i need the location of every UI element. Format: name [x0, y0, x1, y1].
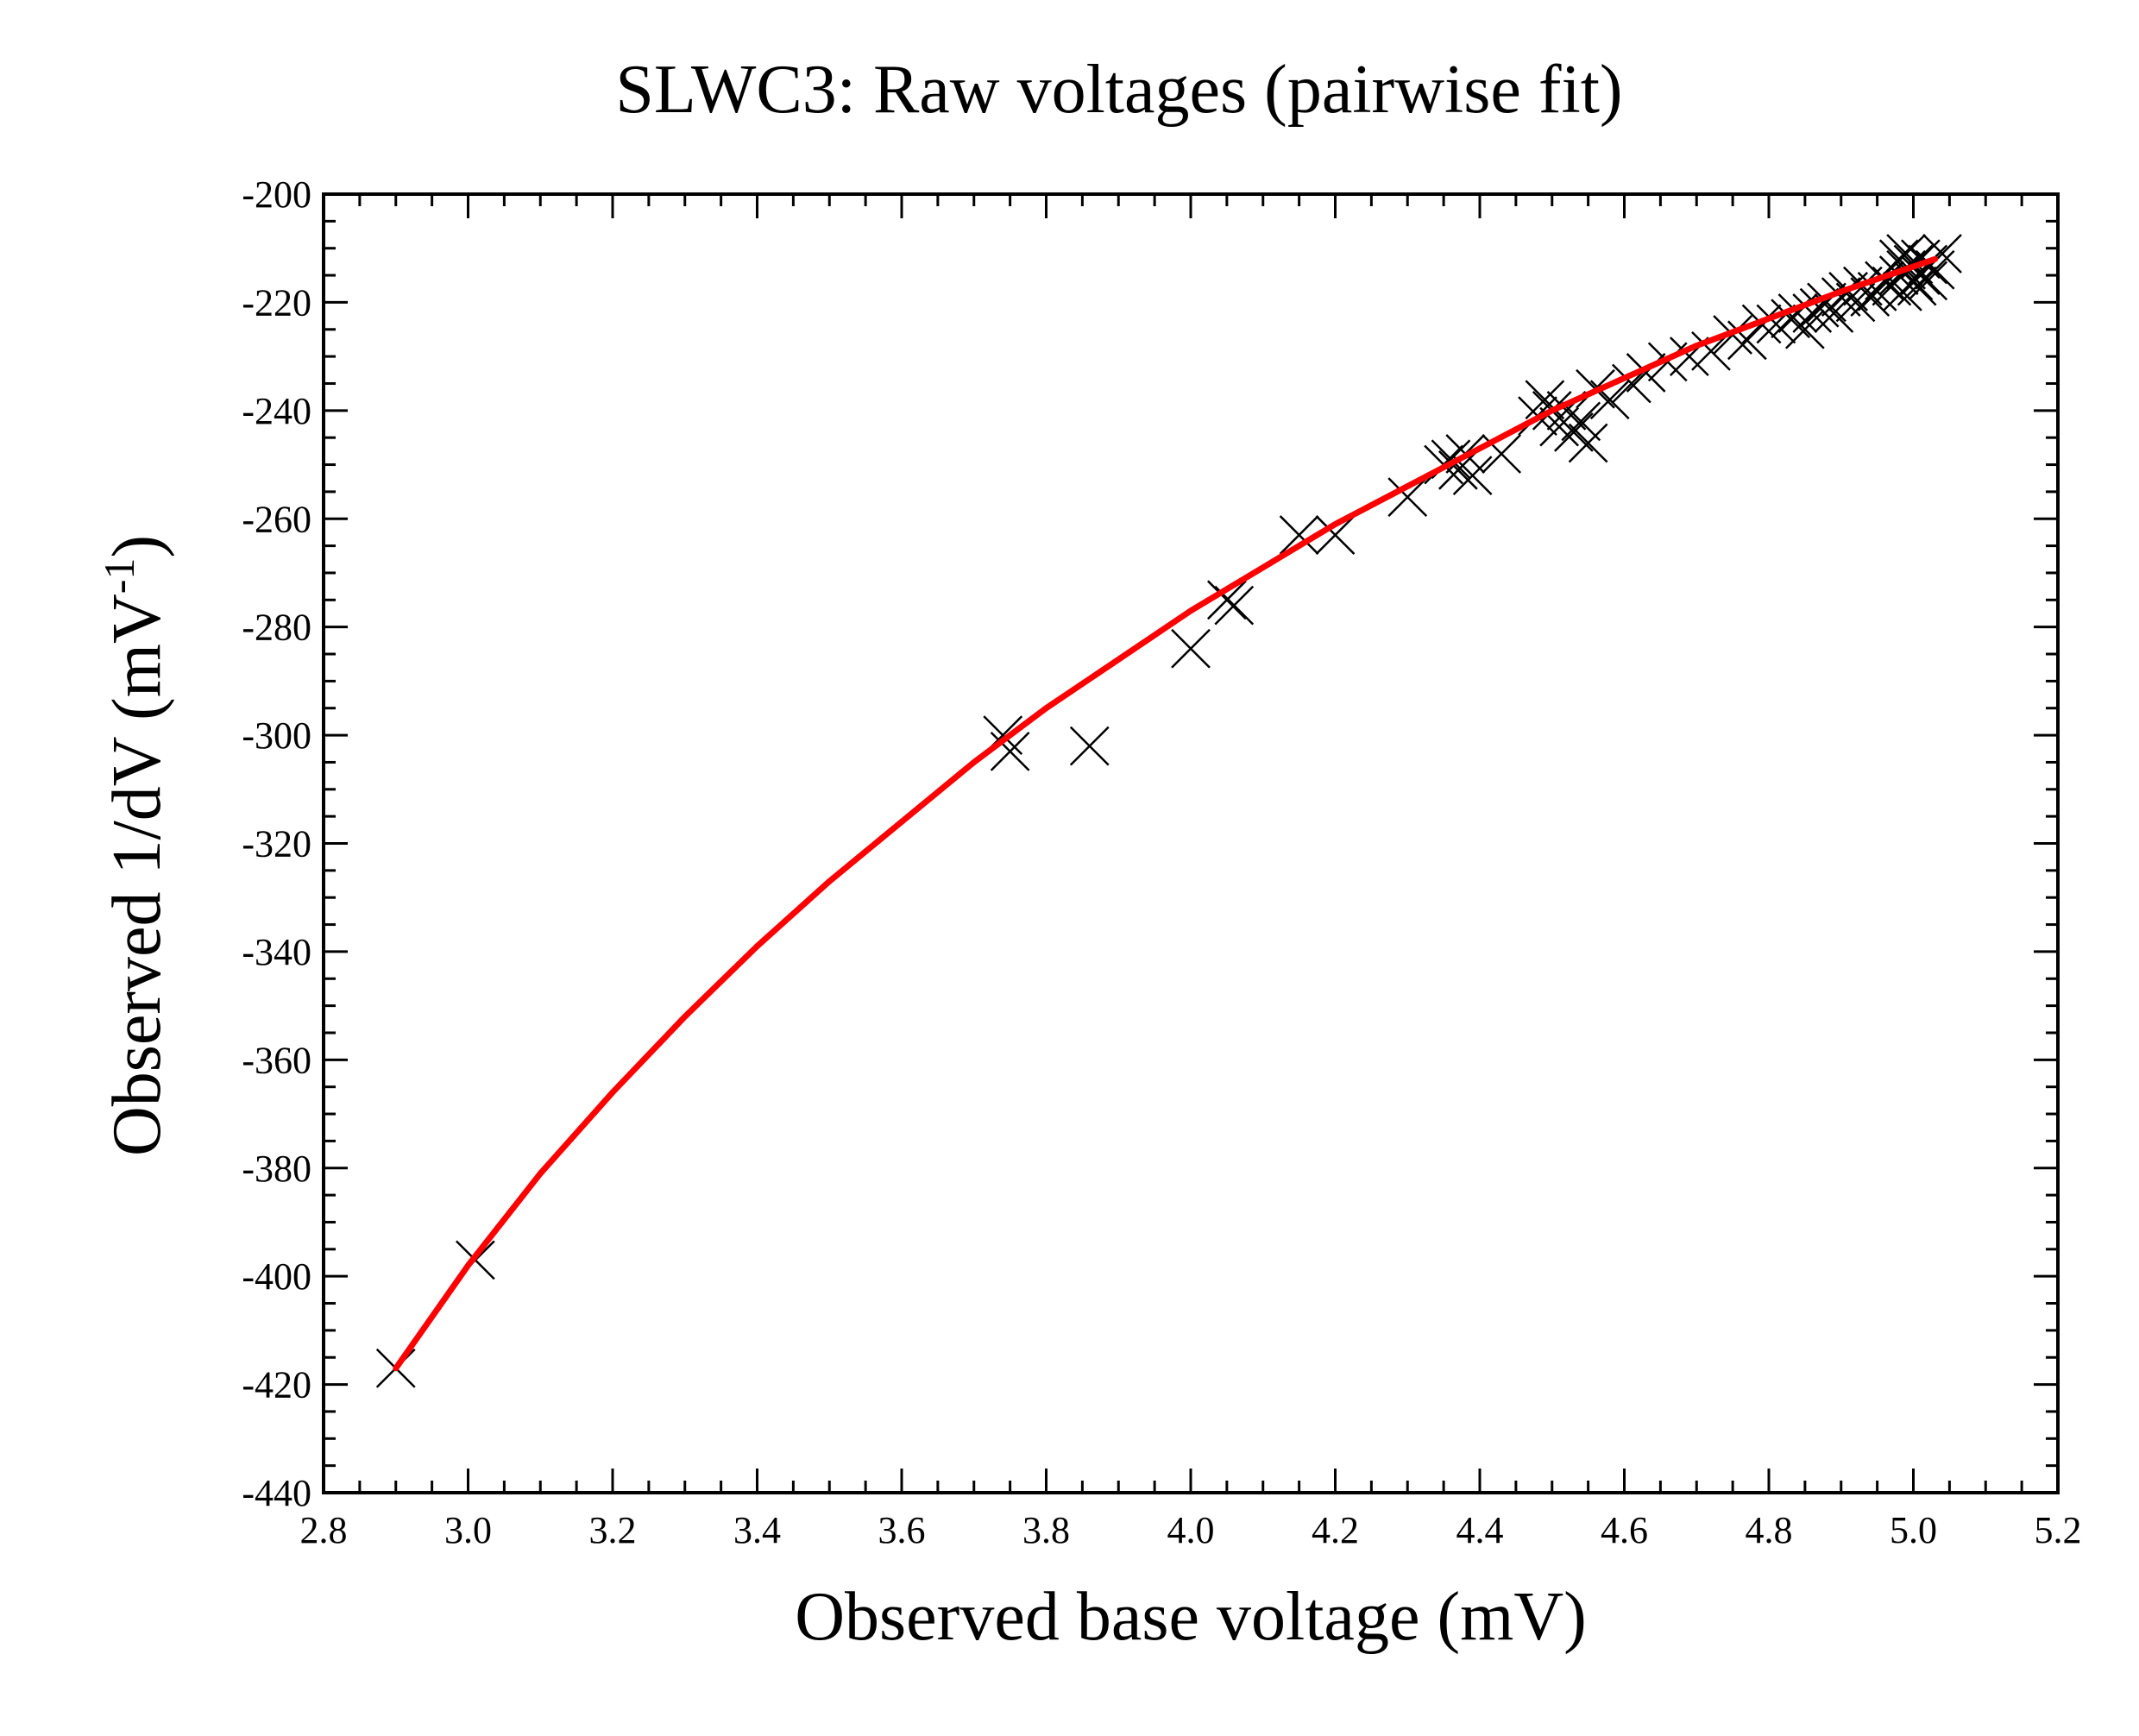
scatter-point — [1525, 380, 1565, 420]
y-axis-label-close: ) — [99, 535, 175, 558]
scatter-point — [1915, 249, 1955, 290]
chart-title: SLWC3: Raw voltages (pairwise fit) — [615, 52, 1622, 128]
scatter-point — [1069, 726, 1110, 766]
y-tick-label: -300 — [242, 714, 311, 757]
x-tick-label: 3.2 — [589, 1509, 637, 1551]
y-tick-label: -220 — [242, 281, 311, 324]
x-tick-label: 4.8 — [1746, 1509, 1793, 1551]
x-tick-label: 4.2 — [1312, 1509, 1359, 1551]
scatter-point — [1482, 434, 1522, 474]
x-tick-label: 4.6 — [1601, 1509, 1648, 1551]
x-tick-label: 3.4 — [733, 1509, 781, 1551]
y-tick-label: -380 — [242, 1148, 311, 1190]
scatter-point — [1561, 401, 1601, 442]
y-tick-label: -320 — [242, 823, 311, 865]
scatter-point — [1387, 477, 1428, 518]
y-tick-label: -240 — [242, 390, 311, 432]
scatter-point — [1883, 271, 1922, 311]
y-tick-label: -440 — [242, 1472, 311, 1514]
scatter-point — [1784, 309, 1825, 349]
scatter-point — [1727, 320, 1767, 361]
x-tick-label: 2.8 — [300, 1509, 348, 1551]
scatter-point — [1878, 239, 1919, 280]
scatter-point — [1452, 456, 1493, 495]
x-tick-label: 4.4 — [1456, 1509, 1504, 1551]
x-tick-label: 3.8 — [1022, 1509, 1070, 1551]
plot-frame — [322, 192, 2060, 1494]
x-tick-label: 5.2 — [2035, 1509, 2082, 1551]
x-tick-label: 3.0 — [444, 1509, 492, 1551]
scatter-point — [1279, 515, 1319, 555]
y-tick-label: -260 — [242, 498, 311, 540]
y-axis-label: Observed 1/dV (mV-1) — [95, 535, 175, 1156]
y-axis-label-main: Observed 1/dV (mV — [99, 594, 175, 1156]
scatter-markers — [375, 234, 1962, 1388]
scatter-point — [1922, 234, 1962, 274]
x-tick-labels: 2.8 3.0 3.2 3.4 3.6 3.8 4.0 4.2 4.4 4.6 4.8 5.0 5.2 — [300, 1509, 2082, 1551]
scatter-point — [1315, 515, 1356, 555]
scatter-point — [1897, 266, 1937, 306]
y-tick-label: -200 — [242, 173, 311, 216]
x-tick-label: 3.6 — [878, 1509, 926, 1551]
scatter-point — [1206, 580, 1247, 620]
x-tick-label: 5.0 — [1890, 1509, 1937, 1551]
scatter-point — [1568, 423, 1608, 463]
y-tick-label: -360 — [242, 1039, 311, 1081]
x-tick-label: 4.0 — [1167, 1509, 1215, 1551]
scatter-point — [1171, 628, 1211, 669]
y-tick-labels: -200 -220 -240 -260 -280 -300 -320 -340 -360 -380… — [242, 173, 311, 1514]
y-tick-label: -340 — [242, 931, 311, 973]
y-tick-label: -280 — [242, 607, 311, 649]
scatter-point — [990, 732, 1030, 771]
y-tick-label: -420 — [242, 1364, 311, 1406]
fit-line — [393, 255, 1939, 1372]
scatter-point — [1438, 450, 1478, 490]
scatter-point — [1865, 261, 1904, 301]
ticks-layer — [322, 192, 2060, 1494]
y-tick-label: -400 — [242, 1255, 311, 1298]
x-axis-label: Observed base voltage (mV) — [795, 1579, 1586, 1655]
y-axis-label-superscript: -1 — [95, 558, 143, 594]
